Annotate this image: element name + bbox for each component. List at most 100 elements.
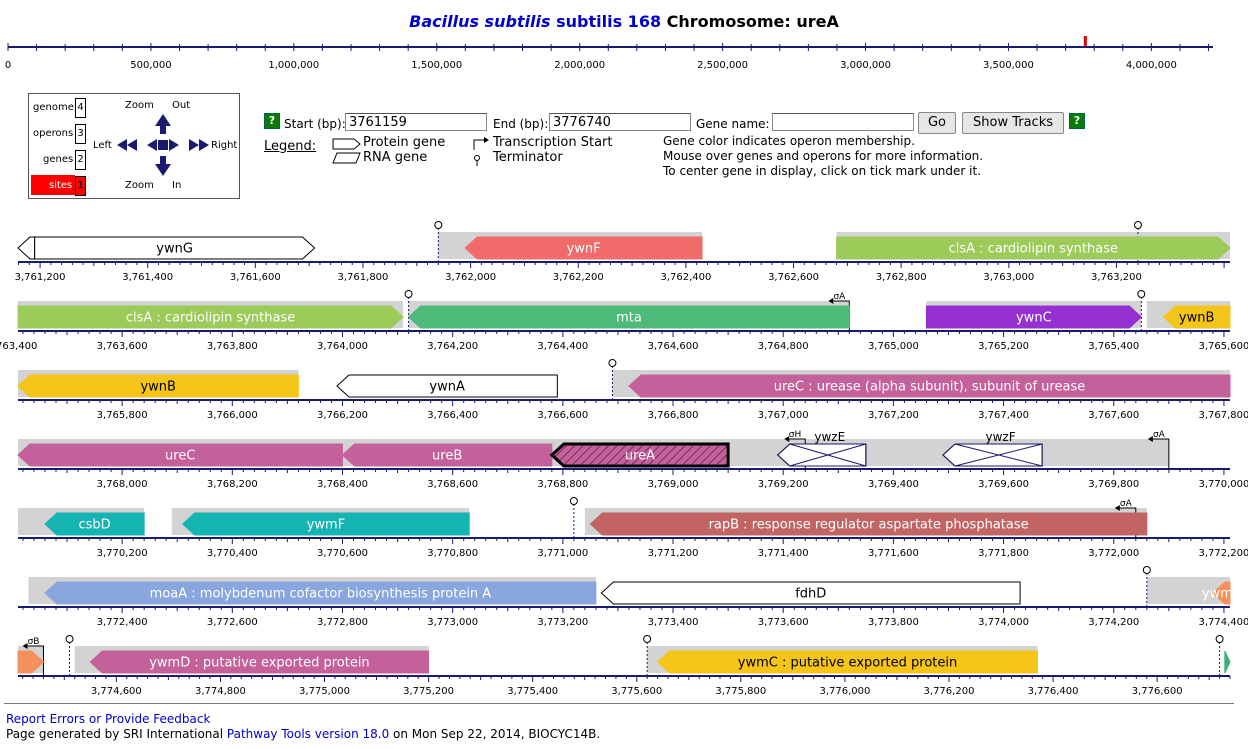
gene-shape[interactable] — [1162, 305, 1231, 329]
gene-name-input[interactable] — [772, 113, 914, 131]
axis-tick-label: 3,768,600 — [427, 479, 478, 490]
gene-fragment[interactable] — [1224, 650, 1231, 674]
pseudo-cross — [954, 443, 1043, 467]
axis-tick-label: 3,772,000 — [1088, 548, 1139, 559]
gene-shape[interactable] — [44, 581, 597, 605]
axis-tick-label: 3,767,000 — [758, 410, 809, 421]
gene-shape[interactable] — [336, 374, 558, 398]
transcription-start-icon[interactable] — [27, 645, 44, 676]
gene-ywmE[interactable]: ywmE — [1202, 581, 1241, 605]
end-input[interactable] — [549, 113, 691, 131]
organism-link[interactable]: Bacillus subtilis subtilis 168 — [409, 12, 662, 31]
gene-ureB[interactable]: ureB — [341, 443, 553, 467]
axis-tick-label: 3,765,400 — [1088, 341, 1139, 352]
gene-ywnC[interactable]: ywnC — [925, 305, 1143, 329]
axis-tick-label: 3,764,000 — [317, 341, 368, 352]
gene-csbD[interactable]: csbD — [44, 512, 145, 536]
zoom-out-arrow-icon[interactable] — [155, 114, 171, 126]
pan-right-icon[interactable] — [189, 139, 199, 151]
gene-shape[interactable] — [1212, 581, 1231, 605]
gene-ywzE[interactable]: ywzE — [776, 430, 867, 467]
zoom-in-label-2: In — [172, 180, 182, 191]
gene-shape[interactable] — [600, 581, 1021, 605]
terminator-icon[interactable] — [643, 635, 652, 643]
zoom-level-operons[interactable]: 3 — [75, 124, 86, 144]
report-errors-link[interactable]: Report Errors or Provide Feedback — [6, 712, 211, 726]
gene-shape[interactable] — [407, 305, 850, 329]
pan-right-far-icon[interactable] — [199, 139, 209, 151]
gene-shape[interactable] — [89, 650, 430, 674]
gene-shape[interactable] — [1224, 650, 1231, 674]
transcription-start-icon[interactable] — [1152, 438, 1170, 469]
end-label: End (bp): — [493, 117, 549, 131]
gene-shape[interactable] — [17, 374, 299, 398]
gene-ureA[interactable]: ureA — [549, 442, 730, 468]
gene-ureC[interactable]: ureC : urease (alpha subunit), subunit o… — [628, 374, 1231, 398]
gene-ywzF[interactable]: ywzF — [942, 430, 1043, 467]
gene-shape[interactable] — [589, 512, 1148, 536]
axis-tick-label: 3,776,400 — [1028, 686, 1079, 695]
zoom-level-genes[interactable]: 2 — [75, 150, 86, 170]
terminator-icon[interactable] — [1133, 221, 1142, 229]
terminator-icon[interactable] — [434, 221, 443, 229]
gene-fragment[interactable] — [17, 650, 45, 674]
gene-fragment[interactable] — [17, 236, 36, 260]
terminator-icon[interactable] — [569, 497, 578, 505]
info-text: Gene color indicates operon membership. … — [663, 134, 983, 179]
gene-ywnG[interactable]: ywnG — [34, 236, 316, 260]
pan-left-far-icon[interactable] — [117, 139, 127, 151]
terminator-icon[interactable] — [608, 359, 617, 367]
axis-tick-label: 3,768,400 — [317, 479, 368, 490]
gene-shape[interactable] — [836, 236, 1231, 260]
gene-shape[interactable] — [925, 305, 1143, 329]
terminator-icon[interactable] — [404, 290, 413, 298]
zoom-level-sites[interactable]: 1 — [75, 176, 86, 196]
gene-clsA[interactable]: clsA : cardiolipin synthase — [836, 236, 1231, 260]
transcription-arrow-icon — [22, 643, 28, 649]
axis-tick-label: 3,770,800 — [427, 548, 478, 559]
gene-ywnB[interactable]: ywnB — [17, 374, 299, 398]
selected-gene-shape[interactable] — [549, 442, 730, 468]
gene-shape[interactable] — [656, 650, 1038, 674]
gene-shape[interactable] — [34, 236, 316, 260]
gene-shape[interactable] — [44, 512, 145, 536]
gene-fdhD[interactable]: fdhD — [600, 581, 1021, 605]
gene-moaA[interactable]: moaA : molybdenum cofactor biosynthesis … — [44, 581, 597, 605]
gene-shape[interactable] — [17, 305, 404, 329]
gene-shape[interactable] — [181, 512, 470, 536]
genome-overview-ruler[interactable]: 0 500,000 1,000,000 1,500,000 2,000,000 2,500… — [0, 30, 1248, 75]
gene-shape[interactable] — [17, 650, 45, 674]
terminator-icon[interactable] — [1142, 566, 1151, 574]
pathway-tools-link[interactable]: Pathway Tools version 18.0 — [226, 727, 390, 741]
zoom-level-genome[interactable]: 4 — [75, 98, 86, 118]
gene-clsA[interactable]: clsA : cardiolipin synthase — [17, 305, 404, 329]
axis-tick-label: 3,771,200 — [648, 548, 699, 559]
gene-ywnF[interactable]: ywnF — [464, 236, 703, 260]
terminator-icon[interactable] — [1215, 635, 1224, 643]
axis-tick-label: 3,775,000 — [299, 686, 350, 695]
gene-ywmF[interactable]: ywmF — [181, 512, 470, 536]
gene-label: ywnF — [567, 242, 601, 257]
show-tracks-button[interactable]: Show Tracks — [962, 112, 1064, 134]
gene-ureC[interactable]: ureC — [17, 443, 343, 467]
start-input[interactable] — [345, 113, 487, 131]
terminator-icon[interactable] — [65, 635, 74, 643]
terminator-icon[interactable] — [1137, 290, 1146, 298]
gene-ywmD[interactable]: ywmD : putative exported protein — [89, 650, 430, 674]
pan-left-icon[interactable] — [127, 139, 137, 151]
help-icon[interactable]: ? — [264, 113, 280, 129]
zoom-in-arrow-icon[interactable] — [155, 164, 171, 176]
gene-mta[interactable]: mta — [407, 305, 850, 329]
gene-ywmC[interactable]: ywmC : putative exported protein — [656, 650, 1038, 674]
help-icon-2[interactable]: ? — [1069, 113, 1085, 129]
legend-site-shapes — [473, 137, 489, 166]
gene-rapB[interactable]: rapB : response regulator aspartate phos… — [589, 512, 1148, 536]
gene-shape[interactable] — [464, 236, 703, 260]
gene-ywnB[interactable]: ywnB — [1162, 305, 1231, 329]
overview-tick-label: 2,500,000 — [697, 60, 748, 71]
pseudo-cross — [789, 443, 866, 467]
gene-shape[interactable] — [628, 374, 1231, 398]
gene-shape[interactable] — [17, 236, 36, 260]
go-button[interactable]: Go — [918, 112, 956, 134]
gene-ywnA[interactable]: ywnA — [336, 374, 558, 398]
